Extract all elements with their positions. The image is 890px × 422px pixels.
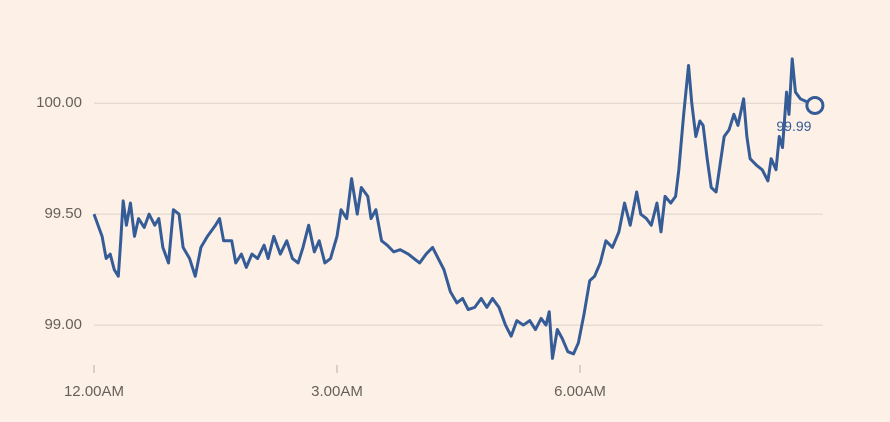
- x-tick-label: 6.00AM: [554, 383, 606, 400]
- y-tick-label: 100.00: [36, 94, 82, 111]
- x-tick-label: 3.00AM: [311, 383, 363, 400]
- y-tick-label: 99.00: [44, 316, 82, 333]
- last-point: [805, 95, 825, 115]
- price-line: [92, 57, 816, 360]
- y-tick-label: 99.50: [44, 205, 82, 222]
- value-label: 99.99: [776, 118, 811, 134]
- x-tick-label: 12.00AM: [64, 383, 124, 400]
